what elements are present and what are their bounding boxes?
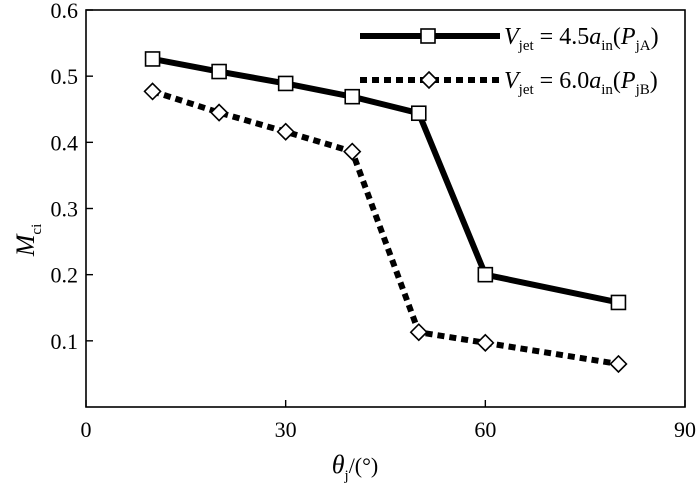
x-tick-label: 0: [81, 417, 92, 442]
y-tick-label: 0.1: [51, 329, 79, 354]
x-tick-label: 60: [474, 417, 496, 442]
x-tick-label: 90: [674, 417, 696, 442]
y-axis-ticks: 0.1 0.2 0.3 0.4 0.5 0.6: [51, 0, 93, 354]
data-point-diamond: [276, 122, 295, 141]
legend-marker-square: [420, 28, 436, 44]
x-tick-label: 30: [275, 417, 297, 442]
data-point-diamond: [609, 354, 628, 374]
y-axis-label: Mci: [11, 224, 45, 258]
data-point-diamond: [209, 103, 229, 122]
legend-label-series-1: Vjet = 4.5ain(PjA): [504, 24, 659, 54]
data-point-square: [344, 88, 361, 105]
x-axis-label-unit: /(°): [349, 453, 379, 478]
y-axis-label-sub: ci: [29, 224, 45, 235]
y-tick-label: 0.6: [51, 0, 79, 23]
data-point-diamond: [343, 142, 362, 161]
x-axis-label: θj/(°): [332, 450, 379, 483]
legend: Vjet = 4.5ain(PjA) Vjet = 6.0ain(PjB): [360, 24, 659, 98]
x-axis-label-main: θ: [332, 450, 345, 479]
y-tick-label: 0.3: [51, 197, 79, 222]
x-axis-label-sub: j: [344, 468, 349, 483]
data-point-square: [144, 51, 161, 67]
legend-marker-diamond: [419, 70, 439, 90]
x-axis-ticks: 0 30 60 90: [81, 400, 696, 442]
legend-label-series-2: Vjet = 6.0ain(PjB): [504, 68, 658, 98]
data-point-diamond: [476, 333, 495, 352]
data-point-square: [277, 75, 294, 92]
data-point-square: [610, 294, 627, 311]
data-point-diamond: [143, 82, 162, 101]
data-point-diamond: [409, 323, 428, 342]
y-tick-label: 0.5: [51, 64, 79, 89]
y-axis-label-main: M: [11, 233, 40, 257]
data-point-square: [211, 63, 227, 80]
data-point-square: [477, 266, 494, 283]
y-tick-label: 0.2: [51, 263, 79, 288]
y-tick-label: 0.4: [51, 130, 79, 155]
data-point-square: [410, 105, 427, 122]
series-layer: [143, 51, 628, 374]
